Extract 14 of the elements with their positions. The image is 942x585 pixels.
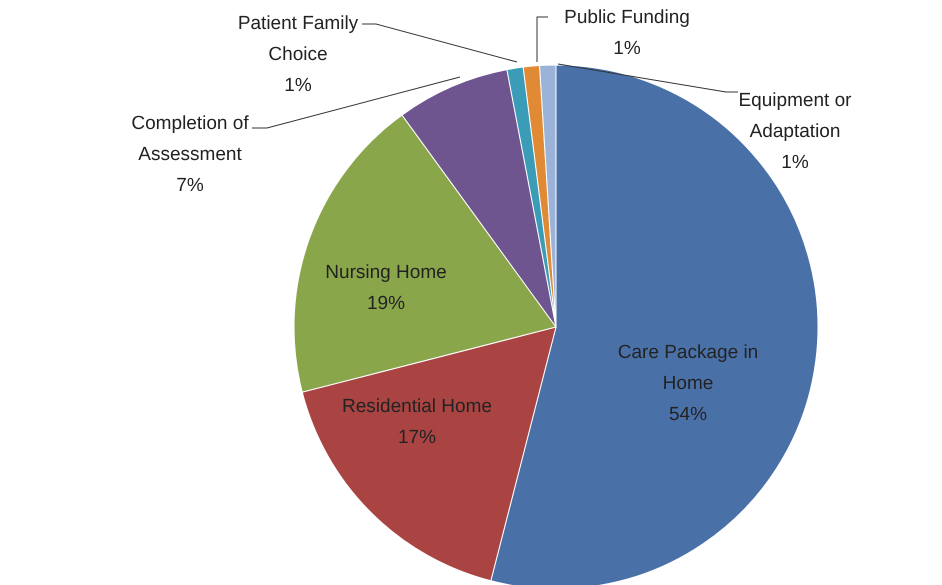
- slice-label: Public Funding: [564, 7, 690, 28]
- slice-label: Patient Family Choice: [238, 13, 359, 65]
- data-label: 54%: [668, 404, 708, 425]
- data-label: 1%: [284, 75, 312, 96]
- slice-label: Nursing Home: [325, 262, 447, 283]
- slice-label: Completion of Assessment: [131, 113, 250, 165]
- slice-label: Residential Home: [342, 396, 492, 417]
- data-label: 7%: [176, 175, 204, 196]
- slice-label: Equipment or Adaptation: [738, 90, 852, 142]
- data-label: 19%: [366, 293, 406, 314]
- data-label: 1%: [613, 38, 641, 59]
- data-label: 1%: [781, 152, 809, 173]
- slice-label: Care Package in Home: [618, 342, 758, 394]
- data-label: 17%: [398, 427, 436, 448]
